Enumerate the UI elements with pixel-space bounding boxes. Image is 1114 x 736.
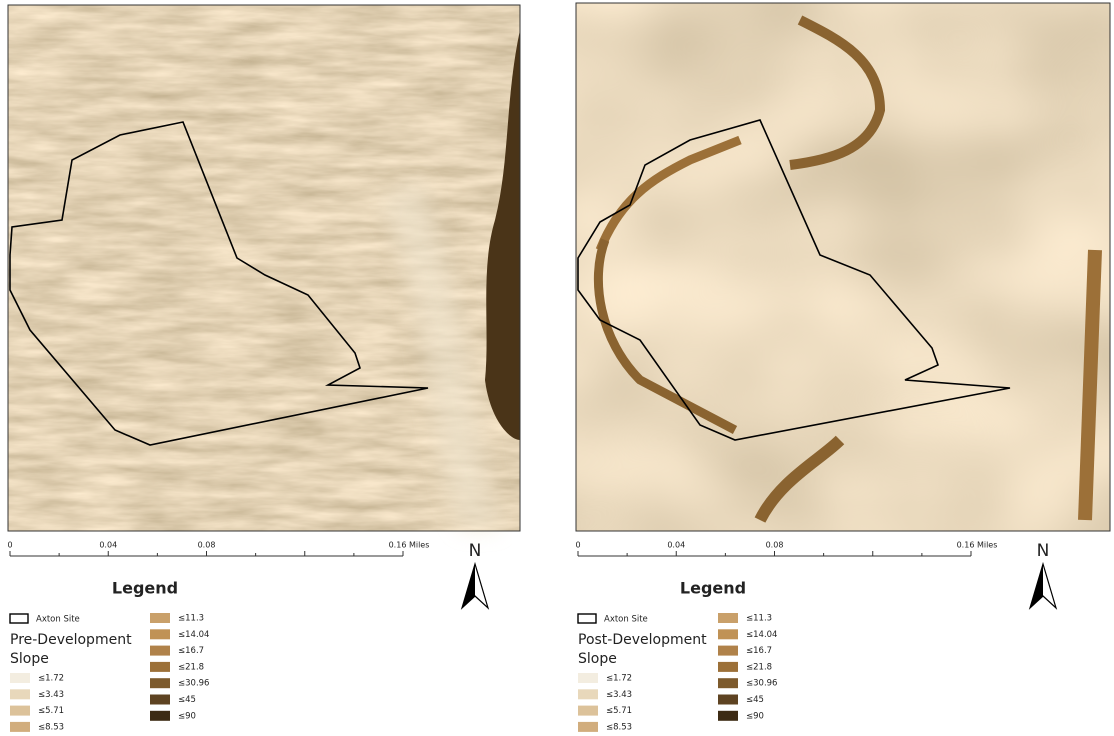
legend-swatch <box>150 662 170 672</box>
legend-swatch <box>718 711 738 721</box>
legend-swatch <box>150 629 170 639</box>
north-label: N <box>1037 541 1050 561</box>
map-post <box>576 3 1110 531</box>
legend-label: ≤8.53 <box>38 722 64 732</box>
legend-label: ≤5.71 <box>606 706 632 716</box>
legend-label: ≤90 <box>746 711 764 721</box>
legend-swatch <box>718 695 738 705</box>
legend-swatch <box>150 695 170 705</box>
scale-label: 0 <box>7 541 12 550</box>
legend-title: Legend <box>112 579 178 598</box>
site-label: Axton Site <box>36 615 80 625</box>
north-label: N <box>469 541 482 561</box>
legend-label: ≤16.7 <box>178 646 204 656</box>
legend-label: ≤30.96 <box>746 679 777 689</box>
site-label: Axton Site <box>604 615 648 625</box>
scale-label: 0.16 Miles <box>389 541 430 550</box>
legend-label: ≤11.3 <box>178 614 204 624</box>
legend-swatch <box>578 673 598 683</box>
legend-swatch <box>578 722 598 732</box>
legend-swatch <box>150 678 170 688</box>
scale-label: 0.08 <box>766 541 784 550</box>
legend-swatch <box>10 689 30 699</box>
legend-title: Legend <box>680 579 746 598</box>
legend-label: ≤3.43 <box>38 690 64 700</box>
scale-label: 0.04 <box>667 541 685 550</box>
legend-label: ≤21.8 <box>178 662 204 672</box>
legend-swatch <box>10 706 30 716</box>
legend-label: ≤11.3 <box>746 614 772 624</box>
legend-label: ≤5.71 <box>38 706 64 716</box>
layer-subtitle: Slope <box>10 651 49 667</box>
scale-label: 0.08 <box>198 541 216 550</box>
legend-swatch <box>718 646 738 656</box>
legend-label: ≤21.8 <box>746 662 772 672</box>
legend-swatch <box>718 613 738 623</box>
layer-title: Post-Development <box>578 632 707 648</box>
legend-label: ≤45 <box>746 695 764 705</box>
legend-label: ≤3.43 <box>606 690 632 700</box>
legend-label: ≤1.72 <box>38 674 64 684</box>
legend-swatch <box>150 646 170 656</box>
legend-swatch <box>150 613 170 623</box>
legend-swatch <box>718 678 738 688</box>
legend-swatch <box>578 689 598 699</box>
legend-label: ≤45 <box>178 695 196 705</box>
site-swatch <box>10 614 28 623</box>
legend-label: ≤1.72 <box>606 674 632 684</box>
legend-swatch <box>10 722 30 732</box>
legend-swatch <box>578 706 598 716</box>
scale-label: 0 <box>575 541 580 550</box>
legend-label: ≤30.96 <box>178 679 209 689</box>
page: 0 0.04 0.08 0.16 Miles N Legend Axton Site Pre-… <box>0 0 1114 736</box>
layer-title: Pre-Development <box>10 632 132 648</box>
legend-label: ≤8.53 <box>606 722 632 732</box>
legend-label: ≤14.04 <box>178 630 209 640</box>
map-pre <box>8 5 520 531</box>
scale-label: 0.04 <box>99 541 117 550</box>
legend-swatch <box>10 673 30 683</box>
legend-label: ≤90 <box>178 711 196 721</box>
site-swatch <box>578 614 596 623</box>
legend-swatch <box>150 711 170 721</box>
legend-label: ≤14.04 <box>746 630 777 640</box>
scale-label: 0.16 Miles <box>957 541 998 550</box>
legend-label: ≤16.7 <box>746 646 772 656</box>
layer-subtitle: Slope <box>578 651 617 667</box>
legend-swatch <box>718 629 738 639</box>
legend-swatch <box>718 662 738 672</box>
